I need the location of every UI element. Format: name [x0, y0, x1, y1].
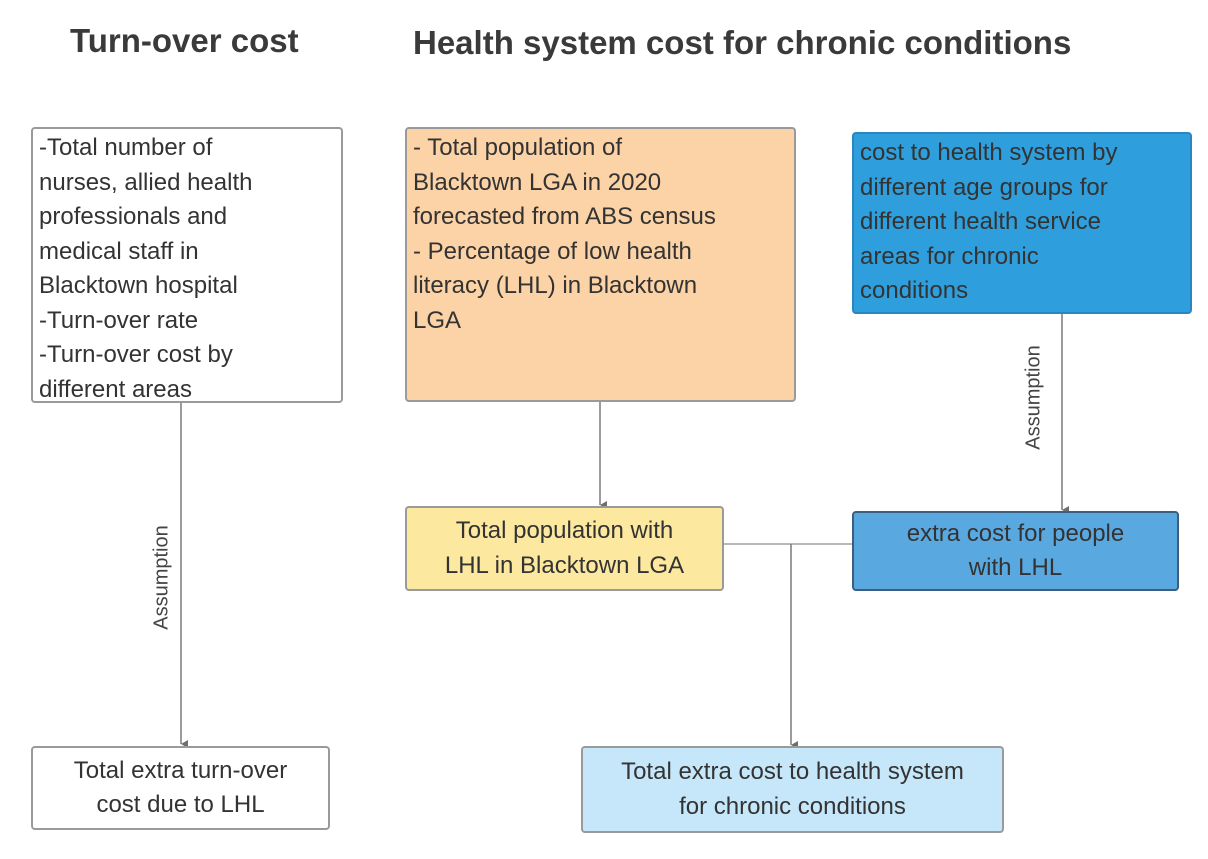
turnover-heading: Turn-over cost: [70, 22, 299, 59]
turnover-total-box: Total extra turn-over cost due to LHL: [31, 746, 330, 830]
total-health-cost-text: Total extra cost to health system for ch…: [621, 758, 964, 820]
total-health-cost-box: Total extra cost to health system for ch…: [581, 746, 1004, 833]
health-cost-inputs-box: cost to health system by different age g…: [852, 132, 1192, 314]
population-lhl-text: Total population with LHL in Blacktown L…: [444, 517, 685, 579]
population-lhl-box: Total population with LHL in Blacktown L…: [405, 506, 724, 591]
right-assumption-label: Assumption: [1022, 345, 1045, 450]
population-inputs-text: - Total population of Blacktown LGA in 2…: [413, 134, 716, 334]
turnover-inputs-box: -Total number of nurses, allied health p…: [31, 127, 343, 403]
extra-cost-lhl-text: extra cost for people with LHL: [906, 519, 1125, 582]
extra-cost-lhl-box: extra cost for people with LHL: [852, 511, 1179, 591]
left-assumption-label: Assumption: [150, 525, 173, 630]
turnover-total-text: Total extra turn-over cost due to LHL: [73, 756, 288, 819]
health-system-heading: Health system cost for chronic condition…: [413, 24, 1072, 61]
health-cost-inputs-text: cost to health system by different age g…: [860, 139, 1118, 304]
turnover-inputs-text: -Total number of nurses, allied health p…: [39, 134, 253, 403]
population-inputs-box: - Total population of Blacktown LGA in 2…: [405, 127, 796, 402]
